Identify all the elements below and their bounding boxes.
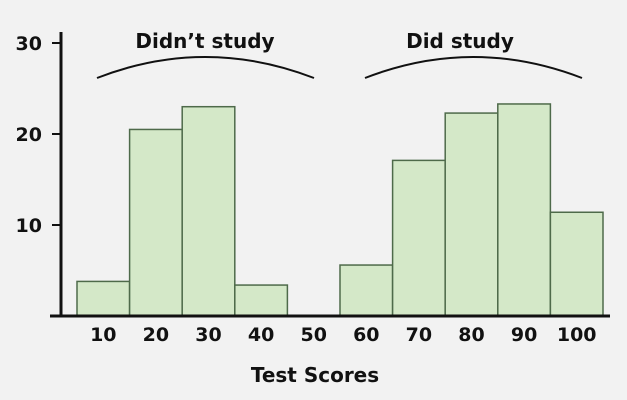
x-axis: 10 20 30 40 50 60 70 80 90 100 (50, 314, 610, 346)
did-study-label: Did study (406, 29, 514, 53)
didnt-study-label: Didn’t study (135, 29, 274, 53)
x-tick-label: 60 (353, 324, 379, 346)
x-tick-label: 10 (90, 324, 116, 346)
bar-20 (128, 128, 183, 317)
x-tick-label: 80 (458, 324, 484, 346)
x-tick-label: 100 (557, 324, 597, 346)
bar-60 (339, 264, 394, 317)
bar-70 (391, 159, 446, 317)
y-axis: 10 20 30 (16, 32, 63, 317)
x-axis-title: Test Scores (251, 363, 379, 387)
y-tick-label: 30 (16, 33, 42, 55)
x-tick-label: 90 (511, 324, 537, 346)
x-tick-label: 50 (300, 324, 326, 346)
did-study-bracket (364, 56, 583, 79)
didnt-study-bracket (96, 56, 315, 79)
bar-90 (497, 103, 552, 317)
x-tick-label: 40 (248, 324, 274, 346)
x-tick-label: 20 (143, 324, 169, 346)
bars-group (76, 103, 604, 317)
bar-100 (549, 211, 604, 317)
bar-30 (181, 105, 236, 317)
y-tick-label: 20 (16, 124, 42, 146)
x-tick-label: 30 (195, 324, 221, 346)
x-tick-label: 70 (406, 324, 432, 346)
bar-40 (234, 284, 289, 317)
y-tick-label: 10 (16, 215, 42, 237)
bar-80 (444, 112, 499, 317)
bar-10 (76, 280, 131, 317)
